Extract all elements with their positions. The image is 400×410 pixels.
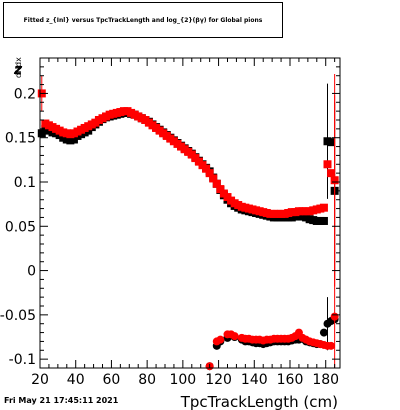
x-tick-label: 80	[138, 372, 156, 388]
x-axis-title: TpcTrackLength (cm)	[180, 393, 338, 410]
plot-frame	[39, 57, 341, 369]
data-point	[319, 203, 328, 212]
x-tick-label: 160	[277, 372, 304, 388]
data-point	[319, 216, 328, 225]
footer-timestamp: Fri May 21 17:45:11 2021	[4, 396, 119, 405]
y-tick-label: 0	[27, 264, 36, 280]
x-tick-label: 100	[169, 372, 196, 388]
y-axis-symbol: z	[13, 62, 23, 78]
data-point	[319, 328, 328, 337]
data-point	[209, 174, 218, 183]
x-tick-label: 180	[312, 372, 339, 388]
data-point	[212, 179, 221, 188]
data-point	[202, 164, 211, 173]
data-point	[37, 129, 46, 138]
data-point	[230, 332, 239, 341]
data-point	[327, 169, 336, 178]
title-box: Fitted z_{Inl} versus TpcTrackLength and…	[3, 2, 283, 38]
data-point	[327, 138, 336, 147]
x-tick-label: 20	[31, 372, 49, 388]
y-tick-label: 0.15	[5, 131, 36, 147]
data-point	[323, 160, 332, 169]
data-point	[205, 169, 214, 178]
x-tick-label: 60	[103, 372, 121, 388]
y-tick-label: 0.1	[14, 175, 36, 191]
chart-marks	[37, 73, 339, 371]
x-tick-label: 120	[205, 372, 232, 388]
x-tick-label: 40	[67, 372, 85, 388]
chart-tick-labels: 20 40 60 80 100 120 140 160 180 -0.1 -0.05 0 0.05 0.1…	[0, 86, 339, 388]
y-tick-label: 0.2	[14, 86, 36, 102]
data-point	[330, 312, 339, 321]
x-tick-label: 140	[241, 372, 268, 388]
y-axis-title: dNdx	[14, 57, 23, 78]
data-point	[327, 341, 336, 350]
chart-axes	[39, 57, 341, 369]
y-tick-label: 0.05	[5, 219, 36, 235]
data-point	[216, 335, 225, 344]
data-point	[216, 185, 225, 194]
y-tick-label: -0.1	[9, 352, 36, 368]
y-tick-label: -0.05	[0, 308, 36, 324]
chart-title: Fitted z_{Inl} versus TpcTrackLength and…	[23, 16, 263, 24]
